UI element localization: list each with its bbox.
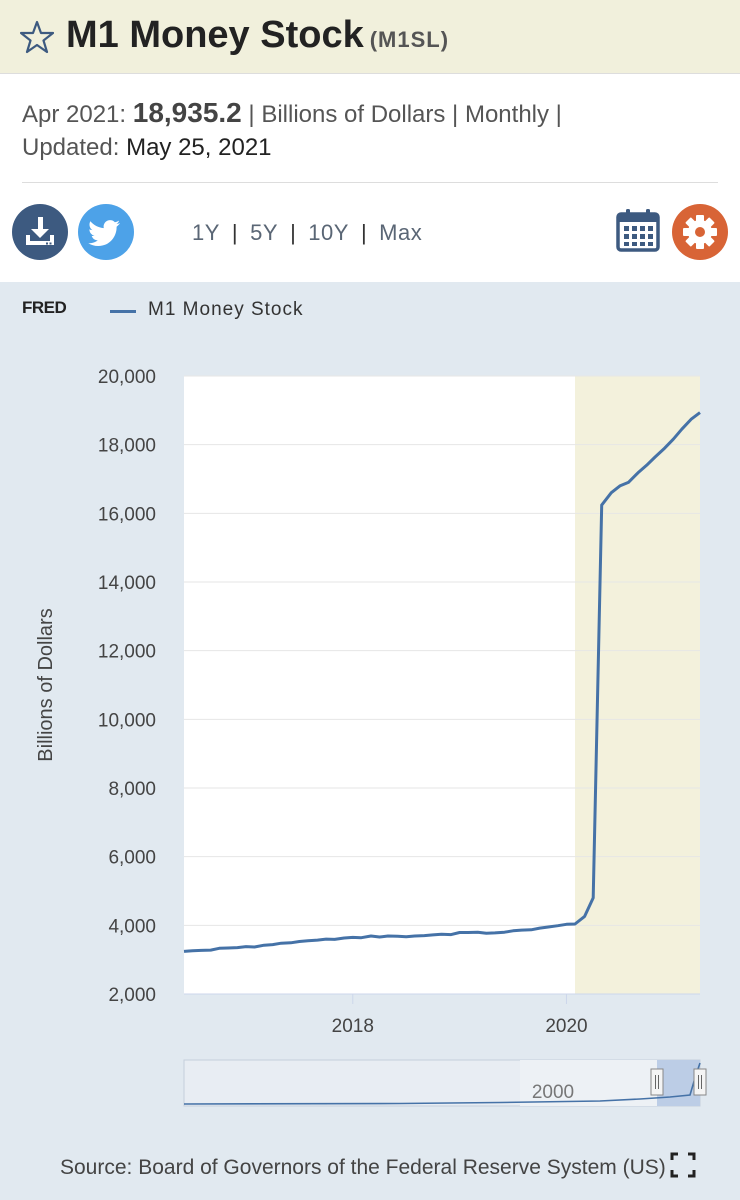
legend-swatch	[110, 310, 136, 313]
x-tick-label: 2018	[332, 1016, 374, 1037]
range-separator: |	[290, 220, 297, 245]
y-tick-label: 12,000	[98, 642, 156, 663]
twitter-share-button[interactable]	[78, 204, 134, 260]
series-line-m1	[183, 411, 701, 953]
range-separator: |	[231, 220, 239, 245]
y-tick-label: 14,000	[98, 573, 156, 594]
download-button[interactable]	[12, 204, 68, 260]
page-title: M1 Money Stock (M1SL)	[66, 14, 449, 57]
observation-period: Apr 2021:	[22, 101, 127, 128]
navigator-handle	[650, 1068, 664, 1096]
navigator-series-line	[183, 1062, 701, 1105]
series-title: M1 Money Stock	[66, 14, 364, 56]
divider	[22, 182, 718, 183]
source-note: Source: Board of Governors of the Federa…	[60, 1156, 666, 1179]
range-5y[interactable]: 5Y	[250, 220, 279, 245]
y-tick-label: 18,000	[98, 436, 156, 457]
range-separator: |	[360, 220, 368, 245]
twitter-icon	[88, 220, 120, 246]
legend-label: M1 Money Stock	[148, 299, 304, 320]
y-tick-label: 4,000	[108, 916, 156, 937]
y-tick-label: 2,000	[108, 985, 156, 1006]
y-axis-title: Billions of Dollars	[35, 608, 57, 761]
settings-button[interactable]	[672, 204, 728, 260]
y-tick-label: 20,000	[98, 367, 156, 388]
y-tick-label: 6,000	[108, 848, 156, 869]
toolbar: 1Y | 5Y | 10Y | Max	[0, 200, 740, 266]
gear-icon	[683, 215, 717, 249]
updated-label: Updated:	[22, 134, 120, 161]
y-tick-label: 16,000	[98, 504, 156, 525]
y-tick-label: 8,000	[108, 779, 156, 800]
y-tick-label: 10,000	[98, 710, 156, 731]
fullscreen-icon[interactable]	[670, 1152, 696, 1178]
units-frequency: | Billions of Dollars | Monthly |	[248, 101, 562, 128]
range-max[interactable]: Max	[379, 220, 423, 245]
series-header: M1 Money Stock (M1SL)	[0, 0, 740, 74]
updated-value: May 25, 2021	[126, 134, 272, 161]
range-1y[interactable]: 1Y	[192, 220, 220, 245]
observation-value: 18,935.2	[132, 97, 242, 128]
recession-band	[575, 376, 700, 994]
x-tick-label: 2020	[545, 1016, 587, 1037]
range-10y[interactable]: 10Y	[308, 220, 349, 245]
download-icon	[26, 217, 54, 245]
date-range-selector: 1Y | 5Y | 10Y | Max	[192, 220, 422, 246]
calendar-icon[interactable]	[614, 206, 662, 254]
navigator-handle	[693, 1068, 707, 1096]
star-icon[interactable]	[20, 20, 54, 54]
series-meta: Apr 2021: 18,935.2 | Billions of Dollars…	[22, 96, 722, 164]
fred-logo: FRED	[22, 298, 67, 317]
navigator-label: 2000	[532, 1082, 574, 1103]
series-code: (M1SL)	[369, 27, 450, 52]
